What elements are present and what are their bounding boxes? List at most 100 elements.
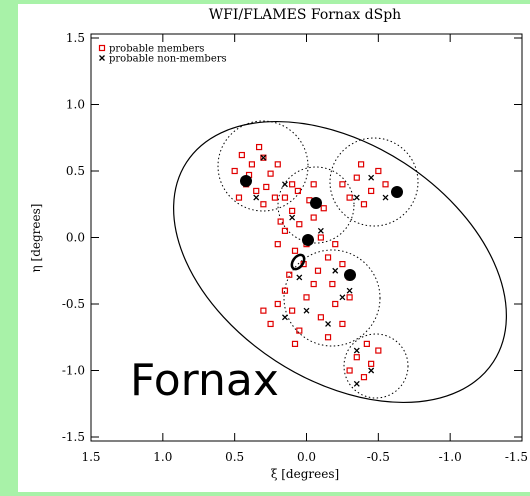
member-point bbox=[368, 187, 375, 195]
member-point bbox=[310, 181, 317, 188]
non-member-point bbox=[339, 294, 346, 301]
non-member-point bbox=[368, 367, 375, 374]
member-point bbox=[260, 201, 267, 208]
member-point bbox=[310, 214, 317, 221]
x-tick-label: -1.0 bbox=[439, 450, 462, 464]
member-point bbox=[248, 161, 256, 168]
member-point bbox=[289, 307, 296, 314]
non-member-point bbox=[281, 181, 288, 188]
member-point bbox=[231, 167, 238, 175]
x-tick-label: -0.5 bbox=[367, 450, 390, 464]
y-tick-label: -1.0 bbox=[62, 364, 85, 378]
chart-title: WFI/FLAMES Fornax dSph bbox=[209, 7, 401, 23]
member-point bbox=[291, 247, 299, 254]
y-tick-label: 1.5 bbox=[66, 31, 85, 45]
member-point bbox=[317, 234, 324, 241]
legend-marker bbox=[98, 44, 106, 52]
member-point bbox=[320, 205, 327, 212]
overlay bbox=[240, 175, 403, 281]
cluster-dot bbox=[310, 197, 322, 209]
member-point bbox=[235, 194, 243, 201]
member-point bbox=[286, 271, 293, 278]
plot-area bbox=[173, 120, 507, 404]
member-point bbox=[324, 254, 332, 261]
x-tick-label: -1.5 bbox=[505, 450, 528, 464]
member-point bbox=[324, 334, 332, 341]
member-point bbox=[363, 340, 370, 347]
non-member-point bbox=[368, 174, 375, 181]
field-circle bbox=[329, 137, 419, 227]
annotation: Fornax bbox=[130, 355, 279, 406]
member-point bbox=[274, 300, 281, 308]
member-point bbox=[339, 261, 346, 268]
y-tick-label: 0.5 bbox=[66, 164, 85, 178]
x-tick-label: 0.5 bbox=[225, 450, 244, 464]
member-point bbox=[357, 161, 365, 168]
member-point bbox=[368, 360, 375, 367]
non-member-point bbox=[281, 314, 288, 321]
non-member-point bbox=[317, 227, 324, 234]
non-member-point bbox=[253, 194, 260, 201]
non-member-point bbox=[289, 214, 296, 221]
non-member-point bbox=[332, 267, 339, 274]
cluster-dot bbox=[302, 234, 314, 246]
field-circle bbox=[283, 249, 381, 347]
x-tick-label: 1.5 bbox=[81, 450, 100, 464]
member-point bbox=[296, 221, 303, 228]
member-point bbox=[238, 151, 245, 159]
member-point bbox=[346, 194, 353, 201]
member-point bbox=[281, 194, 289, 201]
member-point bbox=[267, 320, 274, 328]
cluster-dot bbox=[391, 186, 403, 198]
member-point bbox=[317, 314, 324, 321]
member-point bbox=[360, 374, 368, 381]
member-point bbox=[260, 154, 267, 161]
member-point bbox=[310, 280, 317, 288]
member-point bbox=[289, 181, 296, 188]
member-point bbox=[339, 320, 346, 328]
cluster-dot bbox=[344, 269, 356, 281]
field-circle bbox=[217, 120, 309, 212]
x-tick-label: 1.0 bbox=[153, 450, 172, 464]
member-point bbox=[281, 287, 289, 294]
y-tick-label: 1.0 bbox=[66, 98, 85, 112]
non-member-point bbox=[382, 194, 389, 201]
member-point bbox=[255, 143, 263, 151]
core-ellipse bbox=[290, 253, 306, 271]
legend-label: probable non-members bbox=[109, 54, 227, 65]
member-point bbox=[253, 187, 260, 195]
legend-marker bbox=[99, 55, 105, 61]
member-point bbox=[329, 280, 336, 288]
non-member-point bbox=[303, 307, 310, 314]
member-point bbox=[274, 161, 281, 168]
member-point bbox=[375, 167, 382, 175]
cluster-dot bbox=[240, 175, 252, 187]
y-tick-label: -1.5 bbox=[62, 430, 85, 444]
member-point bbox=[332, 300, 339, 308]
member-point bbox=[271, 194, 278, 201]
member-point bbox=[274, 241, 281, 248]
member-point bbox=[289, 207, 296, 214]
member-point bbox=[375, 347, 382, 354]
member-point bbox=[291, 340, 299, 347]
member-point bbox=[303, 294, 310, 301]
x-tick-label: 0.0 bbox=[297, 450, 316, 464]
marks bbox=[98, 44, 389, 387]
member-point bbox=[360, 201, 368, 208]
tidal-ellipse bbox=[173, 120, 507, 404]
member-point bbox=[260, 307, 267, 314]
member-point bbox=[346, 294, 353, 301]
member-point bbox=[353, 174, 360, 181]
non-member-point bbox=[353, 194, 360, 201]
member-point bbox=[382, 181, 389, 188]
non-member-point bbox=[353, 347, 360, 354]
non-member-point bbox=[353, 380, 360, 387]
member-point bbox=[296, 327, 303, 334]
field-circle bbox=[343, 333, 409, 399]
panel bbox=[18, 4, 530, 492]
y-axis-label: η [degrees] bbox=[29, 204, 43, 273]
legend-label: probable members bbox=[109, 44, 204, 55]
member-point bbox=[267, 170, 274, 177]
y-tick-label: -0.5 bbox=[62, 297, 85, 311]
